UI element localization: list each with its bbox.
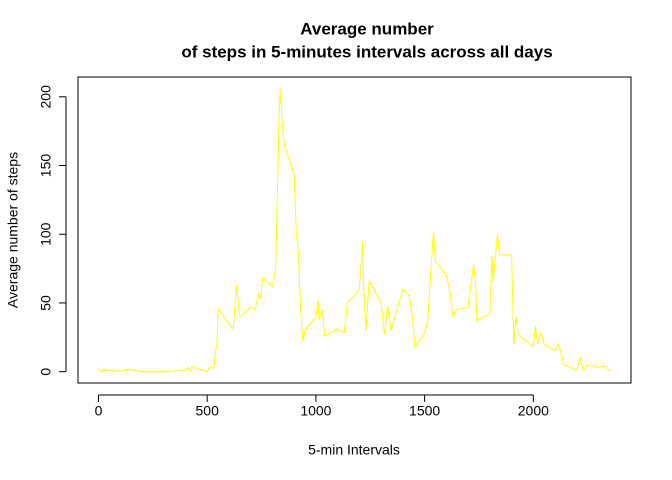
data-line — [98, 88, 611, 373]
x-tick-label: 1500 — [409, 403, 440, 419]
x-tick-label: 0 — [95, 403, 103, 419]
y-tick-label: 0 — [38, 368, 54, 376]
y-tick-label: 50 — [38, 295, 54, 311]
chart-title-line: Average number — [300, 19, 434, 38]
plot-frame — [77, 76, 632, 384]
y-tick-label: 100 — [38, 222, 54, 246]
y-axis-label: Average number of steps — [5, 152, 21, 308]
x-tick-label: 2000 — [518, 403, 549, 419]
y-tick-label: 200 — [38, 85, 54, 109]
x-axis-label: 5-min Intervals — [308, 442, 400, 458]
x-tick-label: 500 — [196, 403, 220, 419]
x-tick-label: 1000 — [300, 403, 331, 419]
y-tick-label: 150 — [38, 154, 54, 178]
chart-title-line: of steps in 5-minutes intervals across a… — [181, 42, 552, 61]
